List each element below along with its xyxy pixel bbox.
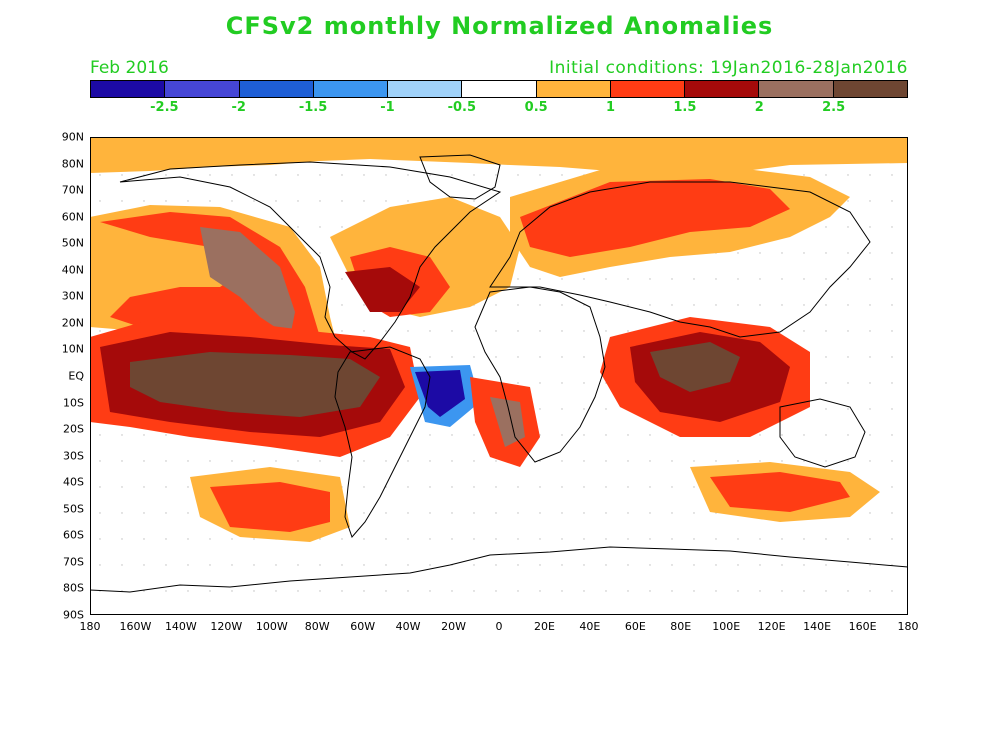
anomaly-map-svg (90, 137, 908, 615)
longitude-label: 40E (579, 620, 601, 633)
antarctica-outline (90, 546, 908, 593)
longitude-label: 160W (119, 620, 152, 633)
latitude-label: 10N (61, 342, 84, 356)
latitude-label: 50N (61, 236, 84, 250)
colorbar-segment (165, 81, 240, 97)
latitude-label: 80N (61, 157, 84, 171)
north-america-coast (119, 161, 502, 360)
latitude-label: 40S (63, 475, 84, 489)
longitude-label: 180 (897, 620, 919, 633)
longitude-label: 100W (255, 620, 288, 633)
colorbar (90, 80, 908, 98)
longitude-label: 80W (304, 620, 330, 633)
latitude-label: 50S (63, 502, 84, 516)
el-nino-core (130, 352, 380, 417)
anomaly-map (90, 137, 908, 615)
colorbar-segment (462, 81, 537, 97)
longitude-label: 140W (164, 620, 197, 633)
colorbar-segment (759, 81, 834, 97)
longitude-label: 60W (350, 620, 376, 633)
colorbar-tick-label: 2 (754, 100, 764, 115)
colorbar-tick-label: -2 (231, 100, 246, 115)
longitude-label: 120W (210, 620, 243, 633)
longitude-label: 80E (670, 620, 692, 633)
latitude-label: 60S (63, 528, 84, 542)
colorbar-tick-label: 1.5 (673, 100, 697, 115)
colorbar-tick-label: 1 (606, 100, 616, 115)
pacific-coast-anomaly-strong (200, 227, 295, 337)
latitude-label: 80S (63, 581, 84, 595)
australia-coast (779, 398, 866, 468)
tropical-atlantic-anomaly-strong (490, 397, 525, 447)
colorbar-segment (833, 81, 907, 97)
latitude-label: 60N (61, 210, 84, 224)
longitude-label: 180 (79, 620, 101, 633)
south-atlantic-cold-core (415, 370, 465, 417)
colorbar-tick-label: 2.5 (822, 100, 846, 115)
longitude-label: 0 (495, 620, 503, 633)
longitude-label: 140E (803, 620, 832, 633)
gulf-stream-anomaly (345, 267, 420, 312)
latitude-label: 30N (61, 289, 84, 303)
southern-indian-anomaly-red (710, 472, 850, 512)
colorbar-tick-label: -1 (380, 100, 395, 115)
greenland-coast (419, 154, 501, 200)
coastlines (119, 154, 871, 538)
south-america-coast (334, 346, 431, 538)
colorbar-segment (536, 81, 611, 97)
latitude-label: 20N (61, 316, 84, 330)
map-title: CFSv2 monthly Normalized Anomalies (225, 12, 774, 40)
longitude-label: 60E (624, 620, 646, 633)
colorbar-segment (388, 81, 463, 97)
latitude-label: 30S (63, 449, 84, 463)
siberia-anomaly-strong (520, 179, 790, 257)
colorbar-segment (610, 81, 686, 97)
eurasia-coast (489, 181, 871, 338)
longitude-label: 20E (533, 620, 555, 633)
colorbar-tick-label: 0.5 (524, 100, 548, 115)
colorbar-segment (313, 81, 389, 97)
latitude-label: 90N (61, 130, 84, 144)
longitude-label: 40W (395, 620, 421, 633)
indian-ocean-core (650, 342, 740, 392)
initial-conditions: Initial conditions: 19Jan2016-28Jan2016 (549, 58, 908, 78)
south-pacific-anomaly-red (210, 482, 330, 532)
longitude-label: 120E (757, 620, 786, 633)
colorbar-tick-label: -1.5 (298, 100, 328, 115)
forecast-month: Feb 2016 (90, 58, 169, 78)
latitude-label: 90S (63, 608, 84, 622)
africa-coast (474, 286, 606, 463)
colorbar-tick-label: -2.5 (150, 100, 179, 115)
map-frame (90, 137, 908, 615)
latitude-label: 70S (63, 555, 84, 569)
latitude-label: 10S (63, 396, 84, 410)
longitude-label: 160E (848, 620, 877, 633)
latitude-label: 70N (61, 183, 84, 197)
latitude-label: 40N (61, 263, 84, 277)
latitude-label: 20S (63, 422, 84, 436)
colorbar-segment (685, 81, 760, 97)
longitude-label: 100E (712, 620, 741, 633)
colorbar-tick-labels: -2.5 -2 -1.5 -1 -0.5 0.5 1 1.5 2 2.5 (90, 100, 908, 116)
longitude-label: 20W (441, 620, 466, 633)
colorbar-tick-label: -0.5 (447, 100, 477, 115)
colorbar-segment (91, 81, 166, 97)
latitude-label: EQ (68, 369, 84, 383)
colorbar-segment (239, 81, 314, 97)
